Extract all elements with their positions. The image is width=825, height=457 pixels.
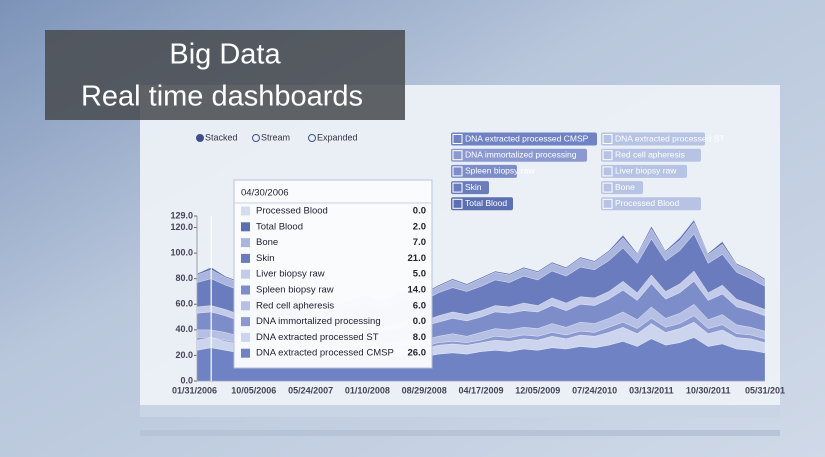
legend-check[interactable] [452, 182, 463, 193]
control-label[interactable]: Stream [261, 132, 290, 142]
legend-check[interactable] [452, 134, 463, 144]
panel-strip [140, 405, 780, 417]
legend-check[interactable] [602, 182, 613, 193]
tooltip-name: DNA extracted processed CMSP [256, 348, 394, 359]
legend-item[interactable] [601, 164, 687, 178]
legend-check[interactable] [452, 150, 463, 161]
legend-label[interactable]: DNA extracted processed ST [615, 133, 725, 143]
tooltip-swatch [241, 238, 250, 248]
control-label[interactable]: Expanded [317, 132, 358, 142]
legend-label[interactable]: DNA immortalized processing [465, 149, 577, 159]
tooltip-name: Spleen biopsy raw [256, 285, 334, 296]
y-tick-label: 60.0 [175, 299, 193, 309]
tooltip-value: 7.0 [413, 237, 426, 248]
tooltip-value: 21.0 [408, 253, 427, 264]
tooltip-name: Liver biopsy raw [256, 269, 325, 280]
tooltip-value: 26.0 [408, 348, 427, 359]
tooltip-value: 0.0 [413, 316, 426, 327]
panel-strip [140, 430, 780, 436]
tooltip-swatch [241, 301, 250, 311]
radio[interactable] [196, 134, 204, 142]
tooltip-swatch [241, 348, 250, 358]
legend-item[interactable] [601, 148, 701, 162]
y-tick-label: 120.0 [170, 222, 193, 232]
x-tick-label: 04/17/2009 [458, 385, 503, 395]
x-tick-label: 08/29/2008 [402, 385, 447, 395]
tooltip-name: DNA extracted processed ST [256, 332, 379, 343]
legend-label[interactable]: Processed Blood [615, 198, 680, 208]
x-tick-label: 05/31/201 [745, 385, 785, 395]
tooltip-box [233, 179, 433, 369]
legend-check[interactable] [602, 150, 613, 161]
tooltip-swatch [241, 285, 250, 295]
banner-title: Big Data [169, 39, 281, 71]
chart-ui: Stacked Stream Expanded DNA extracted proce… [196, 132, 725, 381]
legend-label[interactable]: Total Blood [465, 198, 507, 208]
legend-check[interactable] [602, 198, 613, 209]
y-tick-label: 40.0 [175, 324, 193, 334]
tooltip-value: 0.0 [413, 206, 426, 217]
tooltip-value: 8.0 [413, 332, 426, 343]
legend-item[interactable] [451, 148, 587, 162]
tooltip-swatch [241, 206, 250, 216]
tooltip-value: 5.0 [413, 269, 426, 280]
tooltip-name: DNA immortalized processing [256, 316, 381, 327]
legend-item[interactable] [451, 181, 489, 195]
x-tick-label: 12/05/2009 [515, 385, 560, 395]
y-tick-label: 80.0 [175, 273, 193, 283]
tooltip-swatch [241, 253, 250, 263]
tooltip-value: 6.0 [413, 300, 426, 311]
tooltip-name: Total Blood [256, 221, 303, 232]
x-tick-label: 03/13/2011 [629, 385, 674, 395]
tooltip-swatch [241, 317, 250, 327]
legend-label[interactable]: DNA extracted processed CMSP [465, 133, 589, 143]
y-tick-label: 100.0 [170, 247, 193, 257]
legend-check[interactable] [452, 198, 463, 209]
tooltip-name: Red cell apheresis [256, 300, 334, 311]
legend-label[interactable]: Liver biopsy raw [615, 166, 677, 176]
tooltip-value: 2.0 [413, 221, 426, 232]
y-tick-label: 129.0 [170, 210, 193, 220]
legend-item[interactable] [601, 197, 701, 211]
banner-subtitle: Real time dashboards [81, 81, 363, 113]
x-tick-label: 10/05/2006 [231, 385, 276, 395]
x-tick-label: 10/30/2011 [686, 385, 731, 395]
legend-item[interactable] [451, 132, 597, 146]
legend-check[interactable] [602, 166, 613, 177]
tooltip-date: 04/30/2006 [241, 188, 289, 199]
tooltip-swatch [241, 332, 250, 342]
legend-check[interactable] [602, 134, 613, 144]
control-label[interactable]: Stacked [205, 132, 238, 142]
legend-item[interactable] [601, 132, 705, 146]
legend-label[interactable]: Bone [615, 182, 635, 192]
legend-check[interactable] [452, 166, 463, 177]
legend-label[interactable]: Skin [465, 182, 482, 192]
y-tick-label: 20.0 [175, 350, 193, 360]
radio[interactable] [252, 134, 260, 142]
x-tick-label: 07/24/2010 [572, 385, 617, 395]
legend-label[interactable]: Spleen biopsy raw [465, 166, 535, 176]
tooltip-name: Skin [256, 253, 274, 264]
x-tick-label: 01/31/2006 [172, 385, 217, 395]
legend-label[interactable]: Red cell apheresis [615, 149, 685, 159]
y-tick-label: 0.0 [180, 375, 193, 385]
tooltip-name: Processed Blood [256, 206, 328, 217]
tooltip-swatch [241, 222, 250, 232]
radio[interactable] [308, 134, 316, 142]
x-tick-label: 05/24/2007 [288, 385, 333, 395]
legend-item[interactable] [451, 197, 513, 211]
legend-item[interactable] [451, 164, 517, 178]
tooltip-swatch [241, 269, 250, 279]
banner-box [45, 30, 405, 120]
tooltip-name: Bone [256, 237, 278, 248]
tooltip-value: 14.0 [408, 285, 427, 296]
x-tick-label: 01/10/2008 [345, 385, 390, 395]
